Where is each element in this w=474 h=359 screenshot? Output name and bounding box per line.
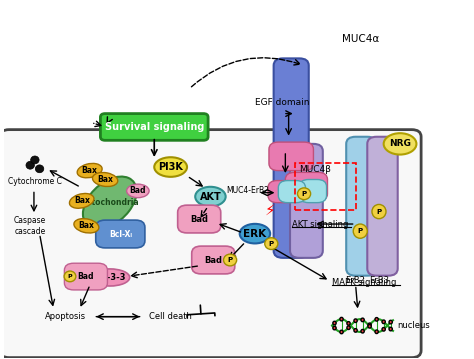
Ellipse shape <box>368 325 371 328</box>
Text: MAPK signaling: MAPK signaling <box>332 278 397 287</box>
FancyBboxPatch shape <box>290 144 323 258</box>
Ellipse shape <box>382 327 385 331</box>
Text: P: P <box>269 241 274 247</box>
FancyBboxPatch shape <box>346 137 377 276</box>
Ellipse shape <box>64 271 76 282</box>
FancyBboxPatch shape <box>64 263 108 290</box>
Ellipse shape <box>154 157 187 177</box>
Ellipse shape <box>224 254 237 266</box>
FancyBboxPatch shape <box>367 137 398 276</box>
Text: P: P <box>228 257 233 263</box>
Text: MUC4α: MUC4α <box>342 34 379 44</box>
Ellipse shape <box>354 319 357 322</box>
Text: Bad: Bad <box>190 215 208 224</box>
FancyBboxPatch shape <box>273 59 309 258</box>
FancyBboxPatch shape <box>268 181 297 202</box>
Text: Apoptosis: Apoptosis <box>45 312 86 321</box>
Text: ⚡: ⚡ <box>265 203 276 218</box>
Text: ERK: ERK <box>243 229 266 239</box>
Ellipse shape <box>74 219 99 233</box>
Ellipse shape <box>389 320 392 324</box>
Ellipse shape <box>90 269 130 286</box>
Ellipse shape <box>127 184 149 198</box>
Ellipse shape <box>382 320 385 323</box>
Ellipse shape <box>240 224 270 243</box>
Ellipse shape <box>77 163 102 178</box>
Text: P: P <box>301 191 307 197</box>
Ellipse shape <box>26 161 35 169</box>
Text: Bax: Bax <box>74 196 90 205</box>
Text: Bcl-Xₗ: Bcl-Xₗ <box>109 229 132 238</box>
Text: ErB3: ErB3 <box>369 276 389 285</box>
FancyBboxPatch shape <box>100 113 208 140</box>
Text: Bax: Bax <box>97 175 113 184</box>
Text: P: P <box>376 209 382 215</box>
Text: MUC4-ErB2: MUC4-ErB2 <box>227 186 269 195</box>
Ellipse shape <box>372 204 386 219</box>
FancyBboxPatch shape <box>96 220 145 248</box>
FancyBboxPatch shape <box>269 142 313 171</box>
Ellipse shape <box>92 172 118 187</box>
Ellipse shape <box>333 326 336 330</box>
Text: P: P <box>358 228 363 234</box>
Ellipse shape <box>340 317 343 321</box>
Text: Survival signaling: Survival signaling <box>105 122 204 132</box>
Text: Bax: Bax <box>78 221 94 230</box>
Text: NRG: NRG <box>389 139 411 148</box>
Ellipse shape <box>353 224 367 238</box>
Ellipse shape <box>375 330 378 334</box>
Text: nucleus: nucleus <box>398 321 430 330</box>
FancyBboxPatch shape <box>191 246 235 274</box>
Text: Bad: Bad <box>204 256 222 265</box>
Ellipse shape <box>333 321 336 325</box>
Text: PI3K: PI3K <box>158 162 183 172</box>
Text: Bax: Bax <box>82 166 98 175</box>
Ellipse shape <box>354 328 357 332</box>
Text: Cell death: Cell death <box>149 312 192 321</box>
FancyBboxPatch shape <box>300 180 327 202</box>
Ellipse shape <box>36 165 44 173</box>
Text: AKT signaling: AKT signaling <box>292 219 349 229</box>
Ellipse shape <box>375 318 378 321</box>
Text: 14-3-3: 14-3-3 <box>94 273 125 282</box>
Ellipse shape <box>265 238 278 250</box>
Ellipse shape <box>69 194 94 208</box>
FancyBboxPatch shape <box>178 205 221 233</box>
Text: MUC4β: MUC4β <box>300 165 331 174</box>
Ellipse shape <box>195 187 226 206</box>
Ellipse shape <box>361 318 364 322</box>
Text: Cytochrome C: Cytochrome C <box>8 177 62 186</box>
Ellipse shape <box>83 177 137 229</box>
Ellipse shape <box>340 330 343 334</box>
Text: mitochondria: mitochondria <box>81 198 138 207</box>
FancyBboxPatch shape <box>0 130 421 358</box>
Ellipse shape <box>368 323 371 327</box>
Text: P: P <box>68 274 73 279</box>
Text: Bad: Bad <box>78 272 94 281</box>
FancyBboxPatch shape <box>285 172 328 201</box>
FancyBboxPatch shape <box>278 181 305 202</box>
Text: Caspase
cascade: Caspase cascade <box>14 216 46 236</box>
Text: ErB2: ErB2 <box>345 276 365 285</box>
Text: AKT: AKT <box>200 192 221 202</box>
Ellipse shape <box>31 156 39 164</box>
Text: EGF domain: EGF domain <box>255 98 310 107</box>
Ellipse shape <box>389 327 392 331</box>
Ellipse shape <box>383 133 417 155</box>
Ellipse shape <box>361 330 364 333</box>
Text: Bad: Bad <box>129 186 146 195</box>
Ellipse shape <box>298 188 310 200</box>
Ellipse shape <box>347 322 350 325</box>
Ellipse shape <box>347 326 350 330</box>
